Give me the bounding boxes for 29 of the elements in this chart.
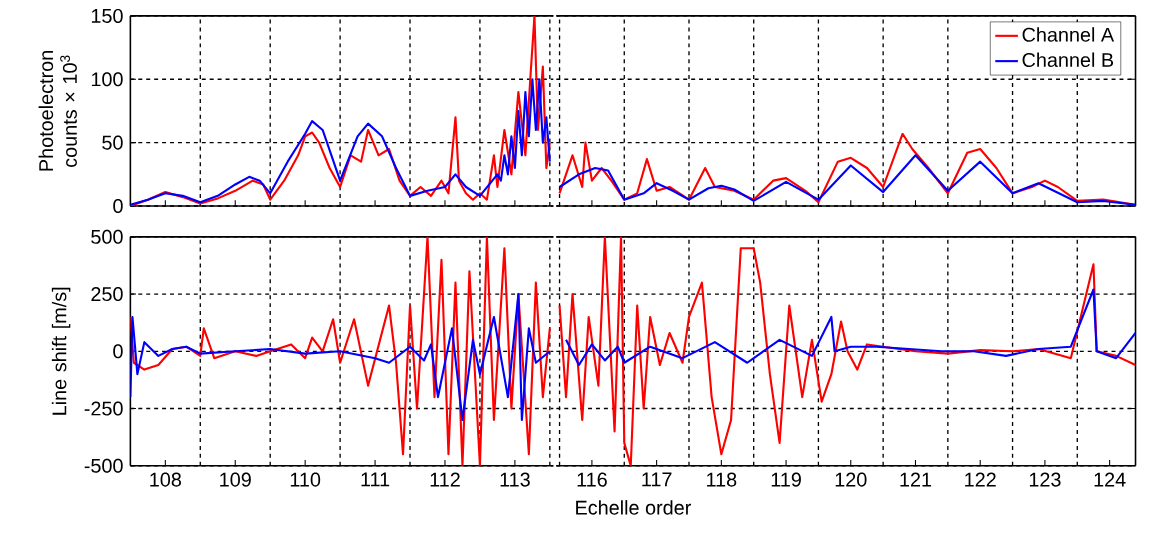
y-tick-label: 250 <box>91 286 123 301</box>
y-tick-label: 50 <box>102 135 123 150</box>
x-tick-label: 108 <box>150 472 181 487</box>
x-tick-label: 110 <box>290 472 321 487</box>
x-tick-label: 112 <box>430 472 460 487</box>
y-tick-label: 500 <box>91 229 123 244</box>
x-tick-label: 113 <box>500 472 530 487</box>
y-tick-label: 100 <box>91 72 123 87</box>
x-tick-label: 121 <box>900 472 932 487</box>
x-tick-label: 119 <box>771 472 801 487</box>
y-tick-label: 0 <box>113 344 123 359</box>
x-tick-label: 117 <box>642 472 672 487</box>
x-tick-label: 120 <box>835 472 867 487</box>
legend-label: Channel A <box>1022 26 1115 42</box>
y-axis-title: Line shift [m/s] <box>51 287 71 415</box>
legend-label: Channel B <box>1022 52 1114 67</box>
y-tick-label: -250 <box>84 401 123 416</box>
x-tick-label: 124 <box>1094 472 1126 487</box>
x-tick-label: 109 <box>220 472 251 487</box>
y-tick-label: 0 <box>113 198 123 213</box>
y-tick-label: -500 <box>84 458 123 473</box>
x-tick-label: 111 <box>361 472 390 487</box>
x-tick-label: 118 <box>707 472 737 487</box>
x-axis-title: Echelle order <box>576 499 691 515</box>
y-tick-label: 150 <box>91 8 123 23</box>
x-tick-label: 116 <box>577 472 607 487</box>
x-tick-label: 122 <box>965 472 996 487</box>
y-axis-title: Photoelectron counts × 10$^{3}$ <box>38 50 77 171</box>
x-tick-label: 123 <box>1029 472 1061 487</box>
